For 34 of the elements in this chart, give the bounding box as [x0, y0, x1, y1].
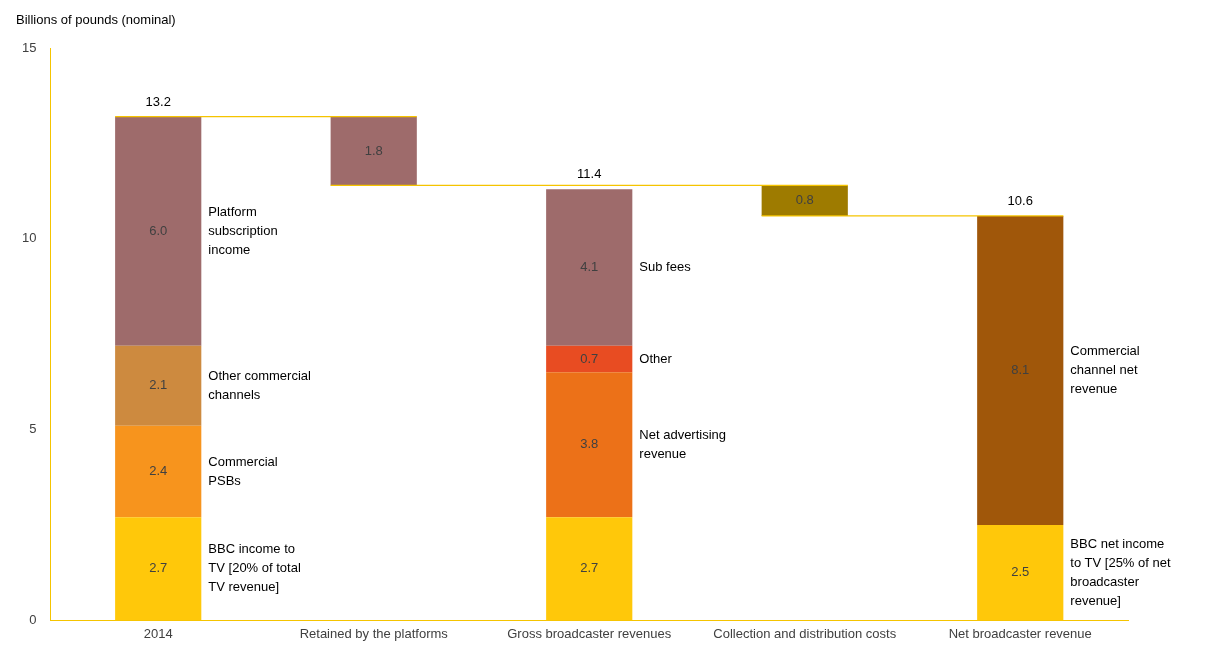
data-label: 4.1: [580, 259, 599, 274]
data-label: 2.7: [149, 560, 168, 576]
series-label: BBC income to TV [20% of total TV revenue]: [208, 541, 301, 595]
y-tick-label: 0: [29, 611, 37, 627]
data-label: 2.4: [149, 463, 168, 479]
series-label: Commercial PSBs: [208, 453, 278, 488]
series-label: Platform subscription income: [208, 203, 278, 257]
y-tick-label: 15: [21, 39, 37, 55]
series-label: Other commercial channels: [208, 367, 312, 402]
y-tick-label: 10: [21, 230, 37, 246]
x-tick-label: Collection and distribution costs: [713, 625, 897, 641]
x-tick-label: Retained by the platforms: [299, 625, 449, 641]
total-label: 10.6: [1007, 192, 1033, 208]
data-label: 2.5: [1011, 564, 1030, 580]
series-label: Other: [639, 350, 673, 366]
x-tick-label: 2014: [143, 625, 173, 641]
data-label: 2.1: [149, 377, 168, 393]
data-label: 1.8: [364, 142, 383, 158]
x-tick-label: Net broadcaster revenue: [948, 625, 1092, 641]
series-label: Commercial channel net revenue: [1070, 343, 1140, 397]
data-label: 6.0: [149, 222, 168, 238]
total-label: 13.2: [145, 93, 171, 109]
data-label: 0.7: [580, 350, 599, 366]
y-axis-title: Billions of pounds (nominal): [16, 12, 176, 28]
series-label: Net advertising revenue: [639, 426, 727, 461]
data-label: 0.8: [795, 192, 814, 208]
x-tick-label: Gross broadcaster revenues: [507, 625, 672, 641]
total-label: 11.4: [577, 166, 602, 182]
data-label: 2.7: [580, 560, 599, 576]
y-tick-label: 5: [29, 421, 37, 437]
data-label: 8.1: [1011, 362, 1030, 378]
series-label: Sub fees: [639, 259, 692, 274]
series-label: BBC net income to TV [25% of net broadcaster revenue]: [1070, 535, 1171, 608]
data-label: 3.8: [580, 436, 599, 452]
